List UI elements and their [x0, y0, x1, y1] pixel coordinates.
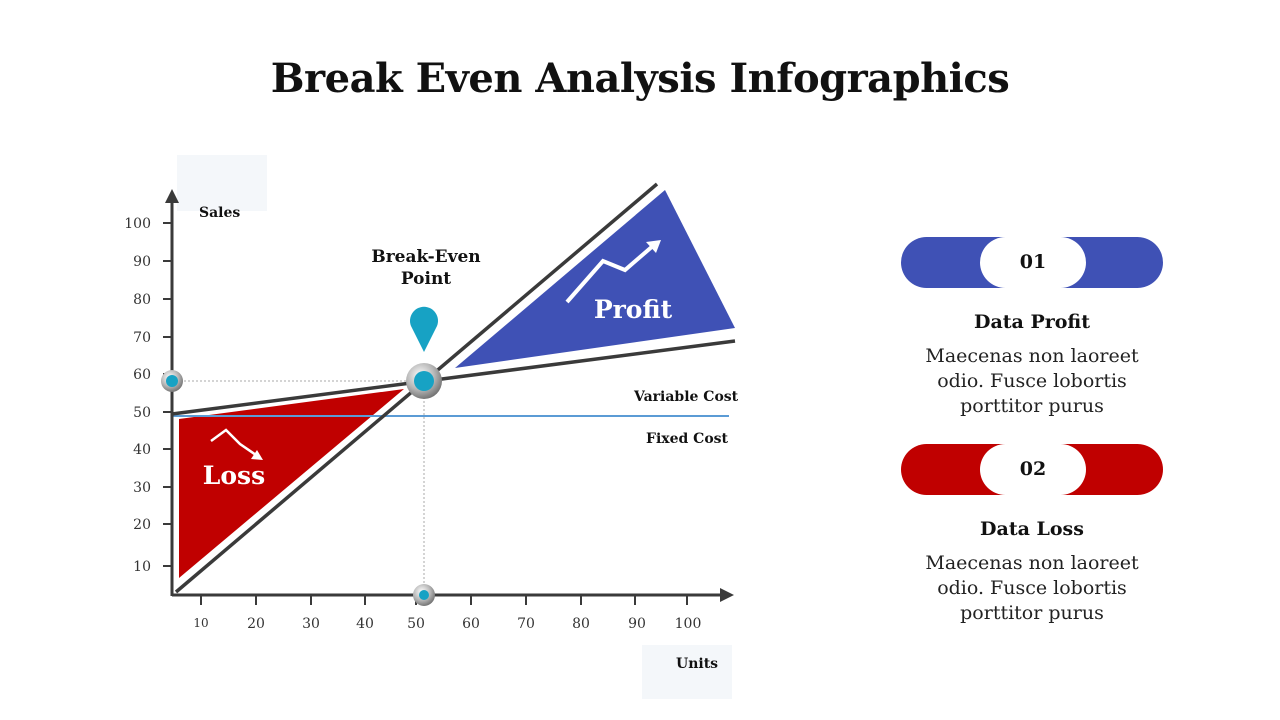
legend-loss-text: Maecenas non laoreet odio. Fusce loborti…	[902, 551, 1162, 626]
legend-loss-number: 02	[980, 444, 1086, 495]
loss-label: Loss	[203, 461, 265, 490]
x-ticks	[200, 595, 688, 605]
x-tick-label: 60	[462, 616, 480, 632]
profit-label: Profit	[594, 295, 673, 324]
x-axis-arrow	[720, 588, 734, 602]
y-tick-label: 30	[133, 480, 151, 496]
x-tick-label: 100	[675, 616, 702, 632]
sales-label-bg	[177, 155, 267, 211]
legend-loss-text-line: porttitor purus	[960, 602, 1104, 624]
legend-loss-pill: 02	[901, 444, 1163, 495]
break-even-point	[406, 363, 442, 399]
y-tick-label: 10	[133, 559, 151, 575]
trend-down-arrow-icon	[210, 428, 263, 460]
y-axis-title: Sales	[199, 205, 240, 221]
x-tick-label: 70	[517, 616, 535, 632]
total-cost-line	[171, 339, 736, 416]
trend-up-arrow-icon	[565, 240, 661, 304]
map-pin-icon	[410, 306, 438, 352]
profit-area	[455, 190, 735, 368]
break-even-title: Break-Even	[371, 247, 480, 267]
fixed-cost-label: Fixed Cost	[646, 431, 729, 447]
y-axis-arrow	[165, 189, 179, 203]
x-tick-label: 90	[628, 616, 646, 632]
legend-profit-text: Maecenas non laoreet odio. Fusce loborti…	[902, 344, 1162, 419]
y-tick-label: 90	[133, 254, 151, 270]
legend-profit-text-line: Maecenas non laoreet	[925, 345, 1139, 367]
legend-loss-text-line: odio. Fusce lobortis	[937, 577, 1127, 599]
y-tick-label: 80	[133, 292, 151, 308]
page-title: Break Even Analysis Infographics	[270, 55, 1010, 102]
x-axis-marker	[413, 584, 435, 606]
legend-profit-text-line: porttitor purus	[960, 395, 1104, 417]
x-tick-label: 20	[247, 616, 265, 632]
y-tick-label: 20	[133, 517, 151, 533]
legend-loss-title: Data Loss	[980, 518, 1084, 540]
break-even-subtitle: Point	[401, 269, 451, 289]
legend-profit-number: 01	[980, 237, 1086, 288]
x-tick-label: 50	[407, 616, 425, 632]
y-tick-label: 40	[133, 442, 151, 458]
y-tick-label: 60	[133, 367, 151, 383]
x-tick-label: 40	[356, 616, 374, 632]
variable-cost-label: Variable Cost	[633, 389, 739, 405]
x-tick-label: 10	[193, 616, 208, 630]
units-label-bg	[642, 645, 732, 699]
legend-loss-text-line: Maecenas non laoreet	[925, 552, 1139, 574]
y-tick-label: 50	[133, 405, 151, 421]
x-axis-title: Units	[676, 656, 718, 672]
y-axis-marker	[161, 370, 183, 392]
x-tick-label: 30	[302, 616, 320, 632]
loss-area	[179, 389, 404, 578]
y-tick-label: 100	[124, 216, 151, 232]
legend-profit-title: Data Profit	[973, 311, 1091, 333]
legend-profit-text-line: odio. Fusce lobortis	[937, 370, 1127, 392]
x-tick-label: 80	[572, 616, 590, 632]
legend-profit-pill: 01	[901, 237, 1163, 288]
y-tick-label: 70	[133, 330, 151, 346]
